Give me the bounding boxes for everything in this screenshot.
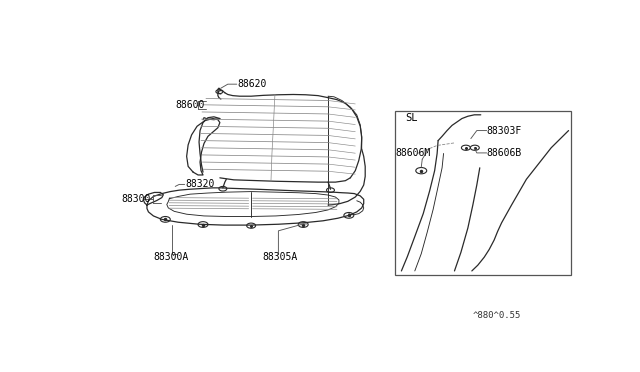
Text: 88600: 88600 <box>176 100 205 110</box>
Text: 88320: 88320 <box>186 179 215 189</box>
Text: SL: SL <box>405 113 417 123</box>
Text: 88300: 88300 <box>121 194 150 204</box>
Text: 88303F: 88303F <box>486 126 522 135</box>
Bar <box>395 110 571 275</box>
Text: 88606M: 88606M <box>395 148 430 158</box>
Text: 88620: 88620 <box>237 79 267 89</box>
Text: 88300A: 88300A <box>154 251 189 262</box>
Text: 88606B: 88606B <box>486 148 522 158</box>
Text: 88305A: 88305A <box>262 251 298 262</box>
Text: ^880^0.55: ^880^0.55 <box>473 311 522 320</box>
